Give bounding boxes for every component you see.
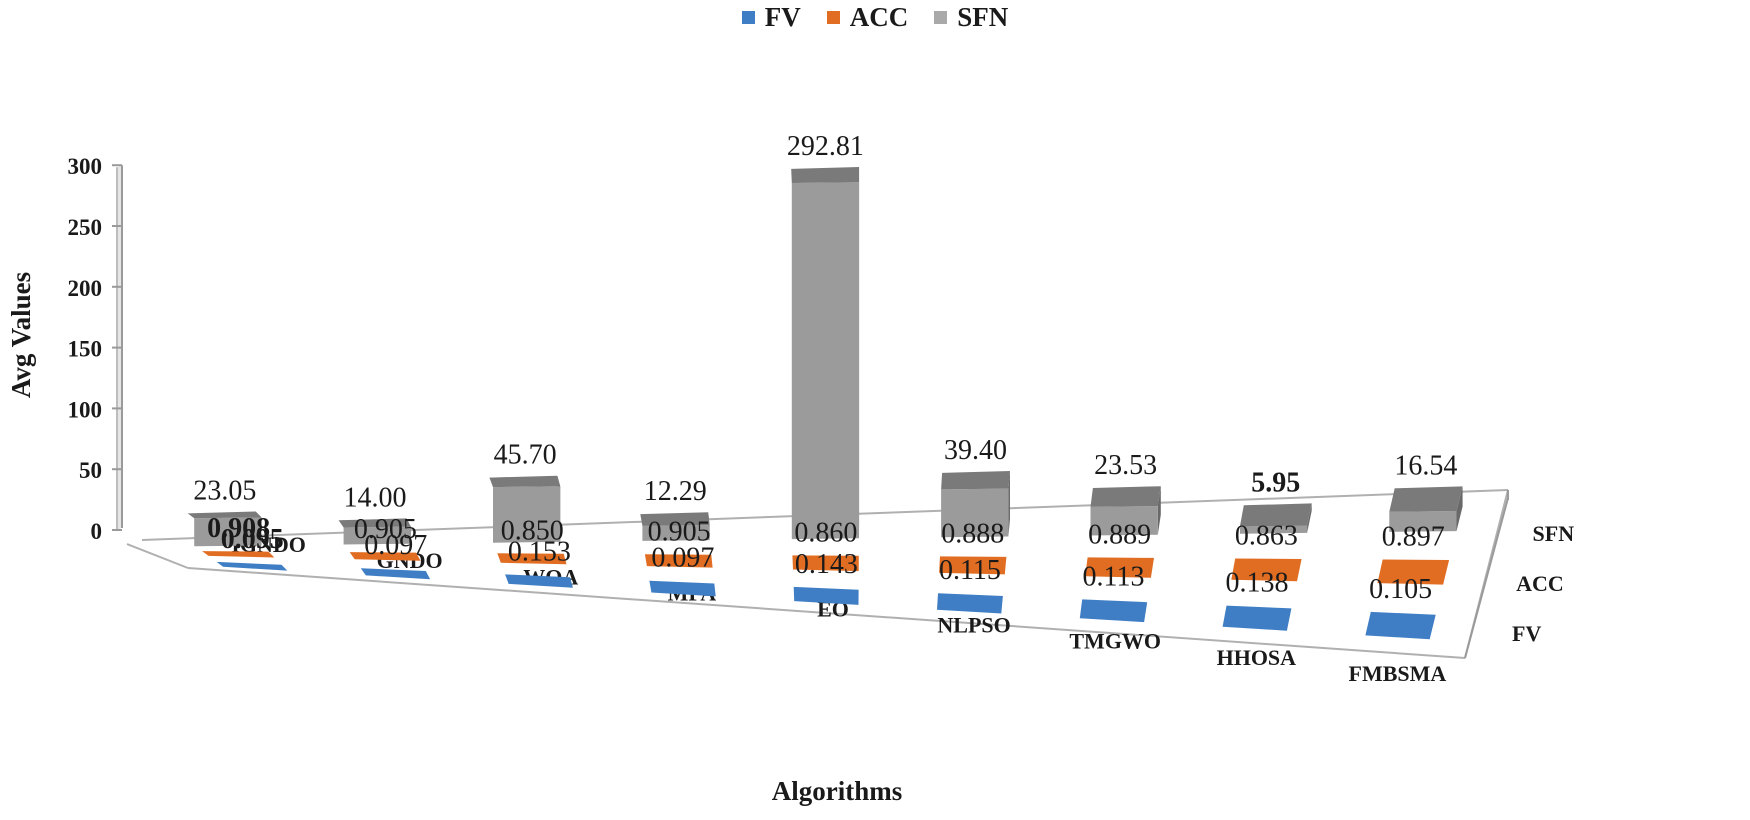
depth-label-sfn: SFN <box>1533 521 1575 546</box>
bar-side-sfn-tmgwo <box>1157 486 1161 535</box>
legend-item-sfn: SFN <box>934 2 1008 33</box>
value-label-sfn-igndo: 23.05 <box>193 475 256 506</box>
bar-front-sfn-eo <box>791 182 859 540</box>
bar-acc-tmgwo <box>1085 557 1154 578</box>
category-label-nlpso: NLPSO <box>937 613 1010 638</box>
y-tick-label: 250 <box>68 215 103 240</box>
y-tick-label: 300 <box>68 154 103 179</box>
category-label-hhosa: HHOSA <box>1217 645 1297 670</box>
value-label-acc-nlpso: 0.888 <box>941 518 1004 549</box>
value-label-acc-gndo: 0.905 <box>354 514 417 545</box>
value-label-fv-woa: 0.153 <box>508 536 571 567</box>
bar-fv-tmgwo <box>1079 599 1148 623</box>
value-label-fv-fmbsma: 0.105 <box>1369 574 1432 605</box>
value-label-sfn-fmbsma: 16.54 <box>1394 450 1457 481</box>
y-tick-label: 50 <box>79 458 102 483</box>
legend-item-acc: ACC <box>826 1 909 33</box>
value-label-sfn-mpa: 12.29 <box>644 476 707 507</box>
legend-label-fv: FV <box>764 1 801 32</box>
y-tick-label: 150 <box>68 337 103 362</box>
bar-front-sfn-nlpso <box>941 488 1009 538</box>
value-label-acc-igndo: 0.908 <box>207 513 270 544</box>
bar-fv-gndo <box>360 568 431 580</box>
bar-fv-woa <box>505 574 573 588</box>
bar-sfn-gndo <box>338 518 411 528</box>
bar-acc-nlpso <box>939 556 1007 575</box>
value-label-acc-hhosa: 0.863 <box>1235 521 1298 552</box>
value-label-acc-tmgwo: 0.889 <box>1088 519 1151 550</box>
value-label-fv-gndo: 0.097 <box>364 530 427 561</box>
bar-front-sfn-igndo <box>194 517 262 547</box>
value-label-sfn-nlpso: 39.40 <box>944 435 1007 466</box>
value-label-fv-tmgwo: 0.113 <box>1083 561 1145 592</box>
y-tick-label: 200 <box>68 276 103 301</box>
y-tick-label: 100 <box>68 397 103 422</box>
legend-swatch-sfn <box>934 10 948 24</box>
value-label-fv-nlpso: 0.115 <box>939 555 1001 586</box>
floor-front-edge <box>187 567 1466 659</box>
legend-swatch-acc <box>826 10 840 24</box>
bar-front-sfn-tmgwo <box>1090 506 1158 536</box>
category-label-fmbsma: FMBSMA <box>1349 661 1447 686</box>
legend-swatch-fv <box>741 10 755 24</box>
value-label-sfn-eo: 292.81 <box>787 131 864 162</box>
bar-front-sfn-fmbsma <box>1389 511 1457 532</box>
bar-sfn-nlpso <box>941 471 1010 490</box>
legend-item-fv: FV <box>741 1 801 33</box>
bar-sfn-tmgwo <box>1090 486 1161 507</box>
bar-fv-eo <box>793 586 859 605</box>
bar-acc-igndo <box>202 551 275 558</box>
category-label-tmgwo: TMGWO <box>1069 629 1161 654</box>
legend-label-acc: ACC <box>849 1 909 32</box>
bar-acc-eo <box>792 555 859 572</box>
bar-sfn-woa <box>489 475 561 488</box>
value-label-acc-mpa: 0.905 <box>648 516 711 547</box>
value-label-acc-eo: 0.860 <box>794 517 857 548</box>
bar-sfn-hhosa <box>1239 503 1312 527</box>
value-label-acc-fmbsma: 0.897 <box>1382 522 1445 553</box>
x-axis-title: Algorithms <box>772 776 903 806</box>
bar-side-sfn-fmbsma <box>1456 486 1463 532</box>
bar-acc-gndo <box>349 552 421 561</box>
bar-side-sfn-nlpso <box>1008 471 1010 537</box>
bar-front-sfn-hhosa <box>1239 525 1308 534</box>
category-label-gndo: GNDO <box>377 548 443 573</box>
value-label-sfn-woa: 45.70 <box>494 440 557 471</box>
depth-label-acc: ACC <box>1516 571 1564 596</box>
bar-fv-mpa <box>649 580 716 597</box>
value-label-sfn-hhosa: 5.95 <box>1251 467 1300 498</box>
bar-acc-woa <box>497 553 567 565</box>
bar-fv-igndo <box>216 561 288 571</box>
bar-fv-hhosa <box>1222 605 1292 631</box>
bar-sfn-mpa <box>640 512 710 526</box>
bar-fv-nlpso <box>937 593 1003 614</box>
value-label-fv-igndo: 0.095 <box>221 524 284 555</box>
bar-front-sfn-gndo <box>343 526 411 545</box>
bar-sfn-igndo <box>187 511 262 519</box>
value-label-sfn-tmgwo: 23.53 <box>1094 450 1157 481</box>
value-label-acc-woa: 0.850 <box>501 515 564 546</box>
bar-fv-fmbsma <box>1365 611 1436 640</box>
floor-left-edge <box>126 543 189 569</box>
bar-acc-fmbsma <box>1377 559 1450 585</box>
depth-label-fv: FV <box>1512 621 1541 646</box>
y-axis-title: Avg Values <box>6 272 36 398</box>
bar-sfn-fmbsma <box>1389 486 1463 512</box>
value-label-sfn-gndo: 14.00 <box>344 482 407 513</box>
y-tick-label: 0 <box>91 519 103 544</box>
bar-acc-mpa <box>644 554 713 568</box>
bar-side-sfn-hhosa <box>1307 503 1312 533</box>
value-label-fv-eo: 0.143 <box>795 549 858 580</box>
value-label-fv-mpa: 0.097 <box>651 543 714 574</box>
depth-axis-line <box>1464 497 1509 659</box>
bar-front-sfn-woa <box>493 486 561 543</box>
legend-label-sfn: SFN <box>957 1 1009 32</box>
bar-sfn-eo <box>791 167 860 183</box>
bar-front-sfn-mpa <box>642 525 710 541</box>
bar-acc-hhosa <box>1231 558 1302 582</box>
value-label-fv-hhosa: 0.138 <box>1226 568 1289 599</box>
chart-legend: FV ACC SFN <box>0 0 1750 34</box>
